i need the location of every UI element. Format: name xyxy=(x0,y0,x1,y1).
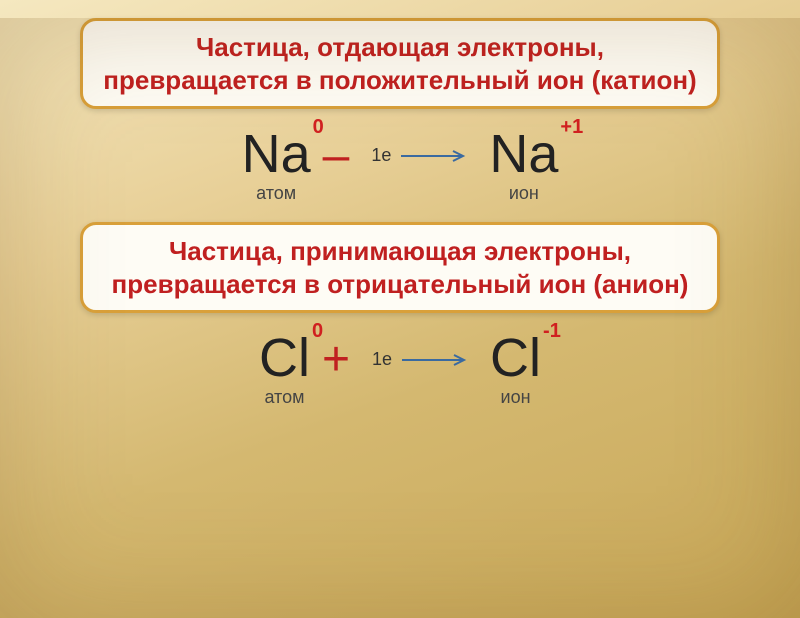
species-label: атом xyxy=(256,183,296,204)
element-symbol: Na +1 xyxy=(489,127,558,181)
plus-operator: + xyxy=(322,336,350,384)
reactant-na-atom: Na 0 атом xyxy=(242,127,311,204)
species-label: ион xyxy=(509,183,539,204)
element-text: Cl xyxy=(259,328,310,388)
anion-definition-box: Частица, принимающая электроны, превраща… xyxy=(80,222,720,313)
reactant-cl-atom: Cl 0 атом xyxy=(259,331,310,408)
cation-definition-box: Частица, отдающая электроны, превращаетс… xyxy=(80,18,720,109)
equation-anion: Cl 0 атом + 1e Cl -1 ион xyxy=(80,331,720,408)
product-na-ion: Na +1 ион xyxy=(489,127,558,204)
element-symbol: Na 0 xyxy=(242,127,311,181)
arrow-icon xyxy=(401,149,471,163)
element-text: Cl xyxy=(490,328,541,388)
charge-superscript: -1 xyxy=(543,321,561,341)
element-text: Na xyxy=(489,124,558,184)
electron-transfer: 1e xyxy=(372,349,392,370)
species-label: атом xyxy=(264,387,304,408)
electron-transfer: 1e xyxy=(371,145,391,166)
cation-definition-text: Частица, отдающая электроны, превращаетс… xyxy=(103,31,697,96)
charge-superscript: +1 xyxy=(560,117,583,137)
minus-operator: – xyxy=(323,132,350,180)
product-cl-ion: Cl -1 ион xyxy=(490,331,541,408)
anion-definition-text: Частица, принимающая электроны, превраща… xyxy=(103,235,697,300)
species-label: ион xyxy=(501,387,531,408)
arrow-icon xyxy=(402,353,472,367)
element-symbol: Cl -1 xyxy=(490,331,541,385)
equation-cation: Na 0 атом – 1e Na +1 ион xyxy=(80,127,720,204)
element-text: Na xyxy=(242,124,311,184)
element-symbol: Cl 0 xyxy=(259,331,310,385)
